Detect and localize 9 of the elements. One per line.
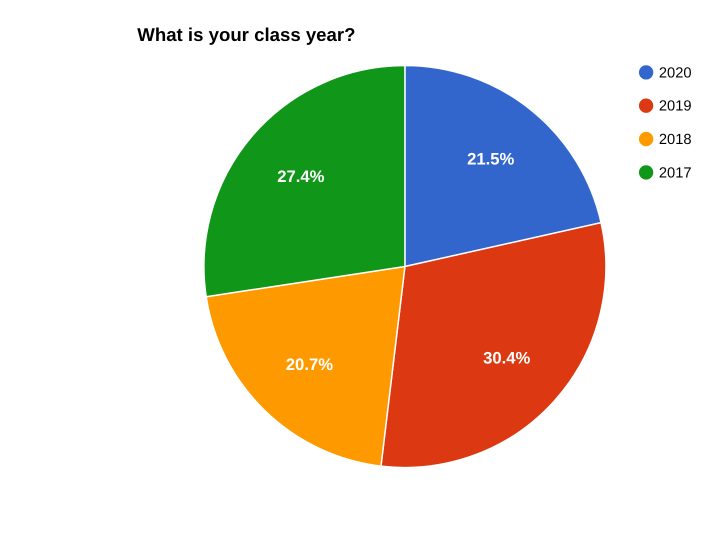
- data-label: 27.4%: [277, 166, 325, 186]
- data-label: 20.7%: [286, 354, 334, 374]
- chart-title: What is your class year?: [137, 24, 356, 46]
- data-label: 30.4%: [483, 348, 531, 368]
- legend-label: 2018: [658, 132, 692, 148]
- legend-label: 2020: [658, 65, 692, 82]
- legend-label: 2017: [658, 165, 692, 182]
- legend-label: 2019: [658, 98, 692, 115]
- data-label: 21.5%: [467, 149, 515, 168]
